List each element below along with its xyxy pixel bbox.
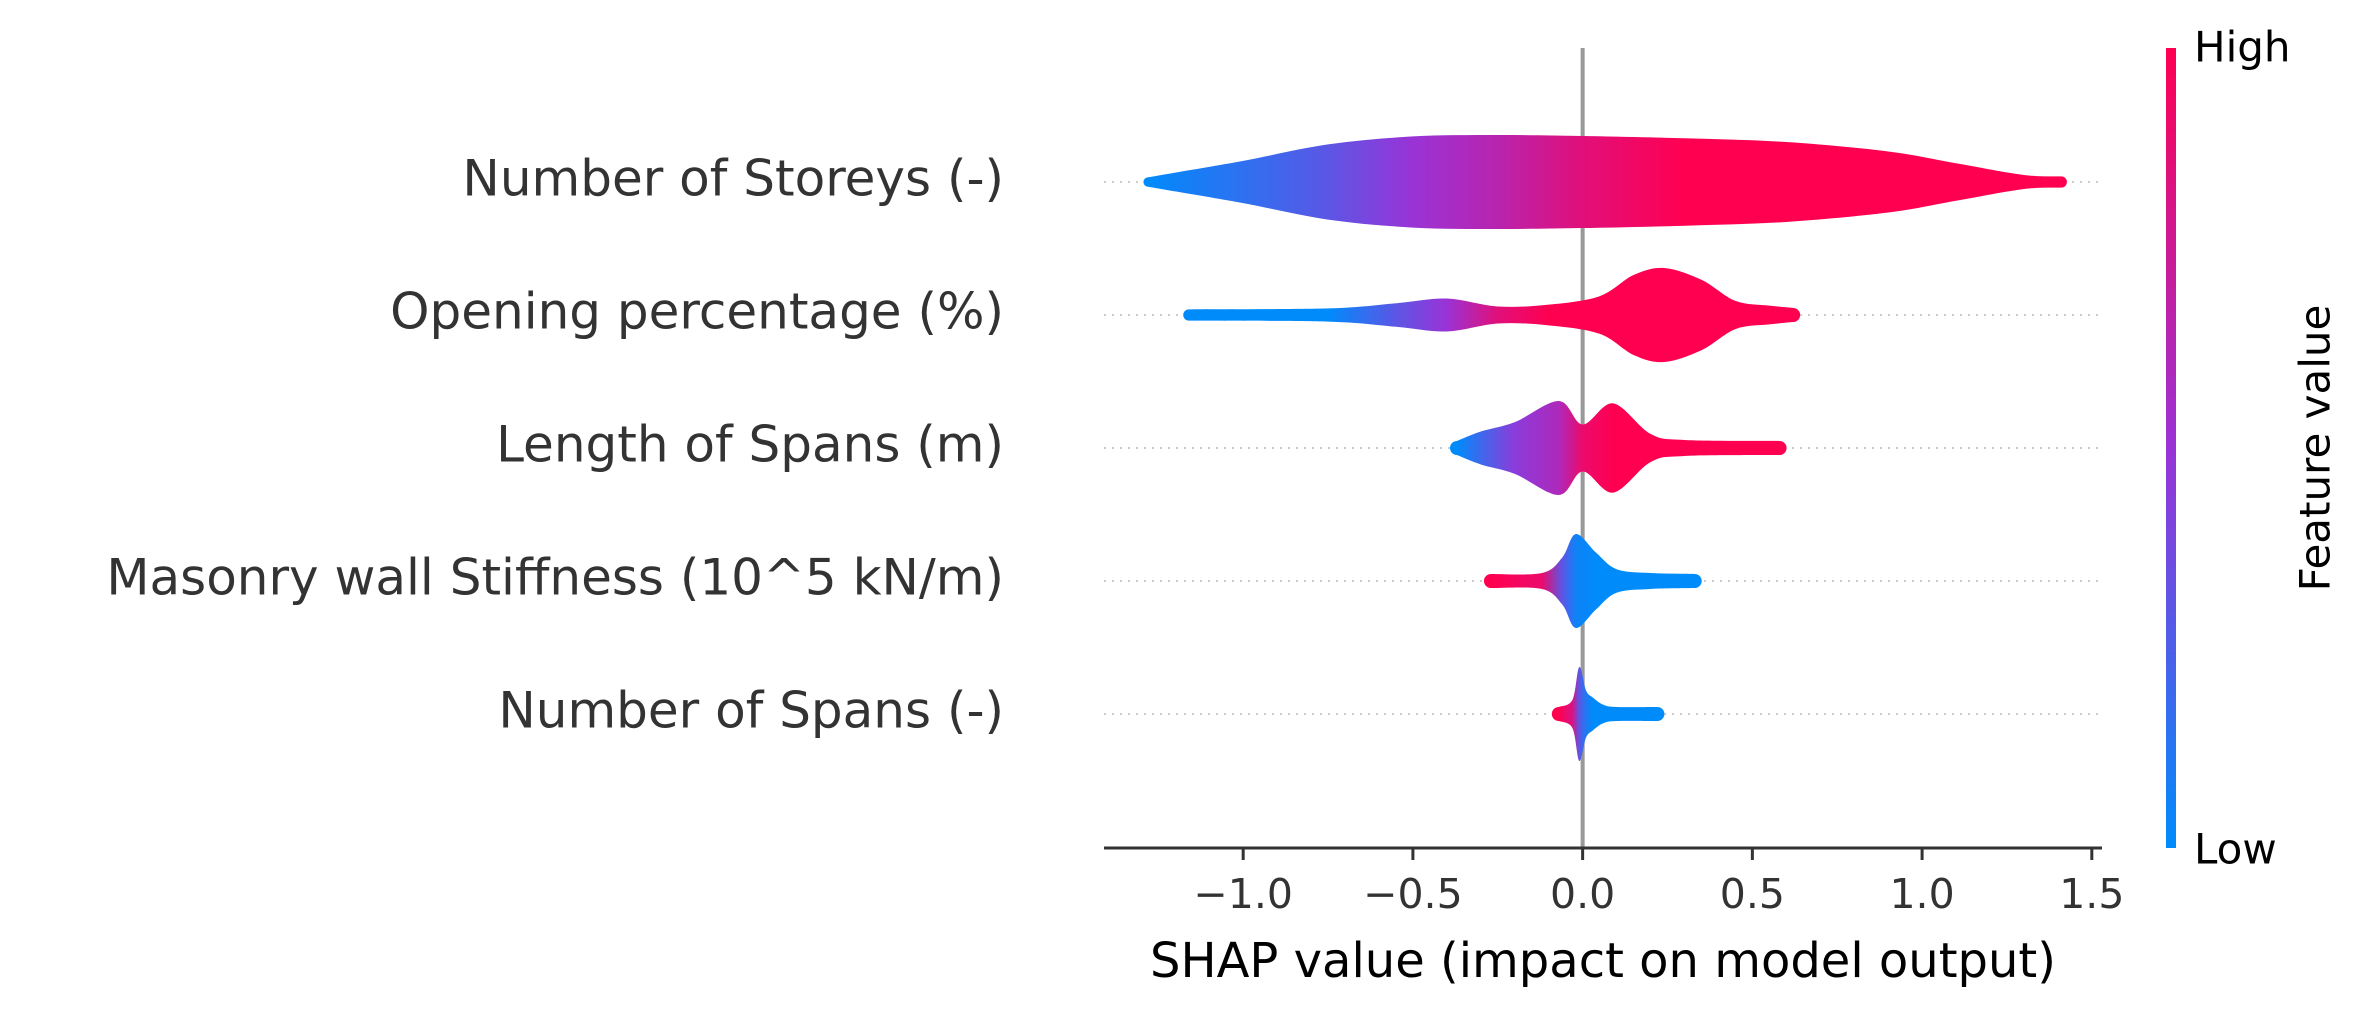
colorbar-low: Low: [2194, 825, 2277, 874]
violin: [1449, 400, 1787, 496]
violin: [1551, 666, 1665, 762]
violin: [1483, 533, 1702, 629]
feature-label: Number of Storeys (-): [462, 150, 1004, 208]
x-axis-label: SHAP value (impact on model output): [1150, 933, 2056, 989]
colorbar: [2166, 48, 2176, 848]
x-tick-label: 1.0: [1889, 870, 1954, 918]
x-tick-label: −1.0: [1193, 870, 1293, 918]
x-tick-label: −0.5: [1363, 870, 1463, 918]
colorbar-label: Feature value: [2291, 305, 2340, 592]
feature-label: Masonry wall Stiffness (10^5 kN/m): [106, 549, 1004, 607]
colorbar-high: High: [2194, 23, 2291, 72]
violin: [1143, 134, 2067, 230]
feature-label: Number of Spans (-): [498, 682, 1004, 740]
feature-label: Length of Spans (m): [496, 416, 1004, 474]
x-tick-label: 0.0: [1550, 870, 1615, 918]
x-tick-label: 0.5: [1720, 870, 1785, 918]
feature-label: Opening percentage (%): [390, 283, 1004, 341]
x-tick-label: 1.5: [2059, 870, 2124, 918]
violin: [1183, 267, 1801, 363]
